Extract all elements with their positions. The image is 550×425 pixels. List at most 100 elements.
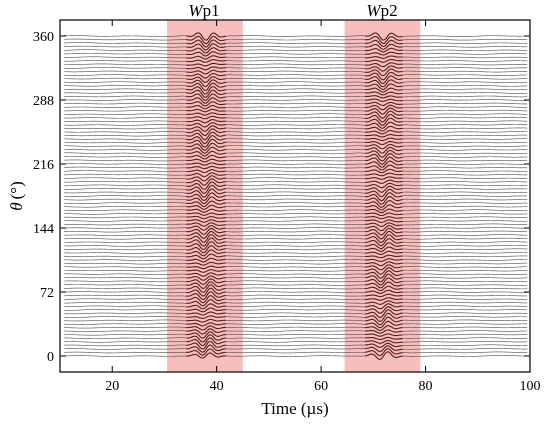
wave-packet-344 <box>186 47 403 54</box>
wave-packet-152 <box>186 219 403 223</box>
waveform-trace-268 <box>64 114 528 123</box>
waveform-trace-36 <box>64 321 528 328</box>
waveform-trace-288 <box>64 97 528 104</box>
waveform-trace-120 <box>64 245 528 254</box>
waveform-trace-60 <box>64 299 528 307</box>
y-tick-label-144: 144 <box>33 222 54 237</box>
waveform-trace-20 <box>64 334 528 343</box>
wave-packet-52 <box>186 306 403 314</box>
waveform-trace-24 <box>64 331 528 339</box>
wave-packet-124 <box>186 241 403 251</box>
waveform-trace-44 <box>64 313 528 322</box>
wave-packet-260 <box>186 121 403 129</box>
wave-packet-228 <box>186 149 403 158</box>
wave-packet-300 <box>186 86 403 95</box>
wave-packet-128 <box>186 237 403 247</box>
wave-packet-280 <box>186 104 403 111</box>
waveform-trace-220 <box>64 156 528 165</box>
waveform-trace-256 <box>64 125 528 132</box>
wave-packet-156 <box>186 215 403 220</box>
wave-packet-336 <box>186 55 403 60</box>
wave-packet-72 <box>186 287 403 297</box>
wave-packet-220 <box>186 156 403 165</box>
waveform-trace-332 <box>64 59 528 63</box>
waveform-trace-140 <box>64 228 528 236</box>
wave-packet-204 <box>186 172 403 178</box>
waveform-trace-192 <box>64 181 528 190</box>
x-tick-label-80: 80 <box>419 379 433 394</box>
waveform-trace-136 <box>64 231 528 240</box>
wave-packet-256 <box>186 125 403 132</box>
wave-packet-160 <box>186 212 403 217</box>
y-axis-symbol: θ <box>7 202 26 210</box>
waveform-trace-92 <box>64 270 528 279</box>
wave-packet-224 <box>186 153 403 162</box>
waveform-trace-64 <box>64 295 528 303</box>
waveform-trace-176 <box>64 196 528 205</box>
wave-packet-296 <box>186 89 403 98</box>
waveform-trace-84 <box>64 277 528 286</box>
waveform-traces <box>64 32 528 360</box>
wave-packet-44 <box>186 312 403 322</box>
waveform-trace-308 <box>64 79 528 87</box>
wave-packet-24 <box>186 331 403 339</box>
waveform-trace-16 <box>64 337 528 346</box>
waveform-trace-56 <box>64 303 528 310</box>
waveform-trace-320 <box>64 68 528 76</box>
waveform-trace-232 <box>64 146 528 154</box>
waveform-trace-156 <box>64 216 528 220</box>
wave-packet-116 <box>186 249 403 257</box>
waveform-trace-292 <box>64 93 528 101</box>
waveform-trace-112 <box>64 253 528 260</box>
wave-packet-136 <box>186 230 403 240</box>
wave-packet-360 <box>186 32 403 41</box>
waveform-trace-224 <box>64 153 528 162</box>
waveform-trace-160 <box>64 212 528 216</box>
waveform-trace-88 <box>64 273 528 283</box>
wave-packet-32 <box>186 325 403 331</box>
waveform-trace-236 <box>64 142 528 151</box>
wave-packet-144 <box>186 225 403 232</box>
waveform-trace-196 <box>64 178 528 186</box>
band-label-wp2-rest: p2 <box>381 1 398 20</box>
wave-packet-8 <box>186 344 403 353</box>
wave-packet-184 <box>186 188 403 198</box>
wave-packet-12 <box>186 340 403 350</box>
waveform-trace-284 <box>64 101 528 107</box>
waveform-trace-168 <box>64 204 528 211</box>
wave-packet-84 <box>186 277 403 286</box>
waveform-trace-328 <box>64 62 528 67</box>
wave-packet-304 <box>186 82 403 92</box>
wave-packet-328 <box>186 62 403 68</box>
x-tick-label-40: 40 <box>210 379 224 394</box>
wave-packet-192 <box>186 181 403 190</box>
wave-packet-288 <box>186 97 403 104</box>
wave-packet-148 <box>186 222 403 227</box>
wave-packet-340 <box>186 51 403 57</box>
wave-packet-96 <box>186 267 403 275</box>
wave-packet-164 <box>186 208 403 214</box>
wave-packet-268 <box>186 113 403 123</box>
wave-packet-20 <box>186 334 403 343</box>
wave-packet-352 <box>186 39 403 48</box>
wave-packet-0 <box>186 351 403 360</box>
waveform-trace-116 <box>64 249 528 257</box>
waveform-trace-164 <box>64 208 528 213</box>
waveform-trace-28 <box>64 328 528 335</box>
waveform-trace-324 <box>64 65 528 72</box>
wave-packet-168 <box>186 204 403 211</box>
wave-packet-324 <box>186 65 403 72</box>
waveform-trace-48 <box>64 309 528 318</box>
wave-packet-100 <box>186 264 403 271</box>
waveform-trace-96 <box>64 267 528 275</box>
wave-packet-188 <box>186 184 403 194</box>
wave-packet-244 <box>186 135 403 145</box>
wave-packet-284 <box>186 101 403 107</box>
waveform-trace-148 <box>64 222 528 227</box>
waveform-trace-260 <box>64 121 528 129</box>
y-axis-unit: (°) <box>7 181 26 199</box>
waveform-trace-276 <box>64 107 528 115</box>
y-axis-title: θ (°) <box>7 181 26 210</box>
waveform-trace-248 <box>64 131 528 140</box>
